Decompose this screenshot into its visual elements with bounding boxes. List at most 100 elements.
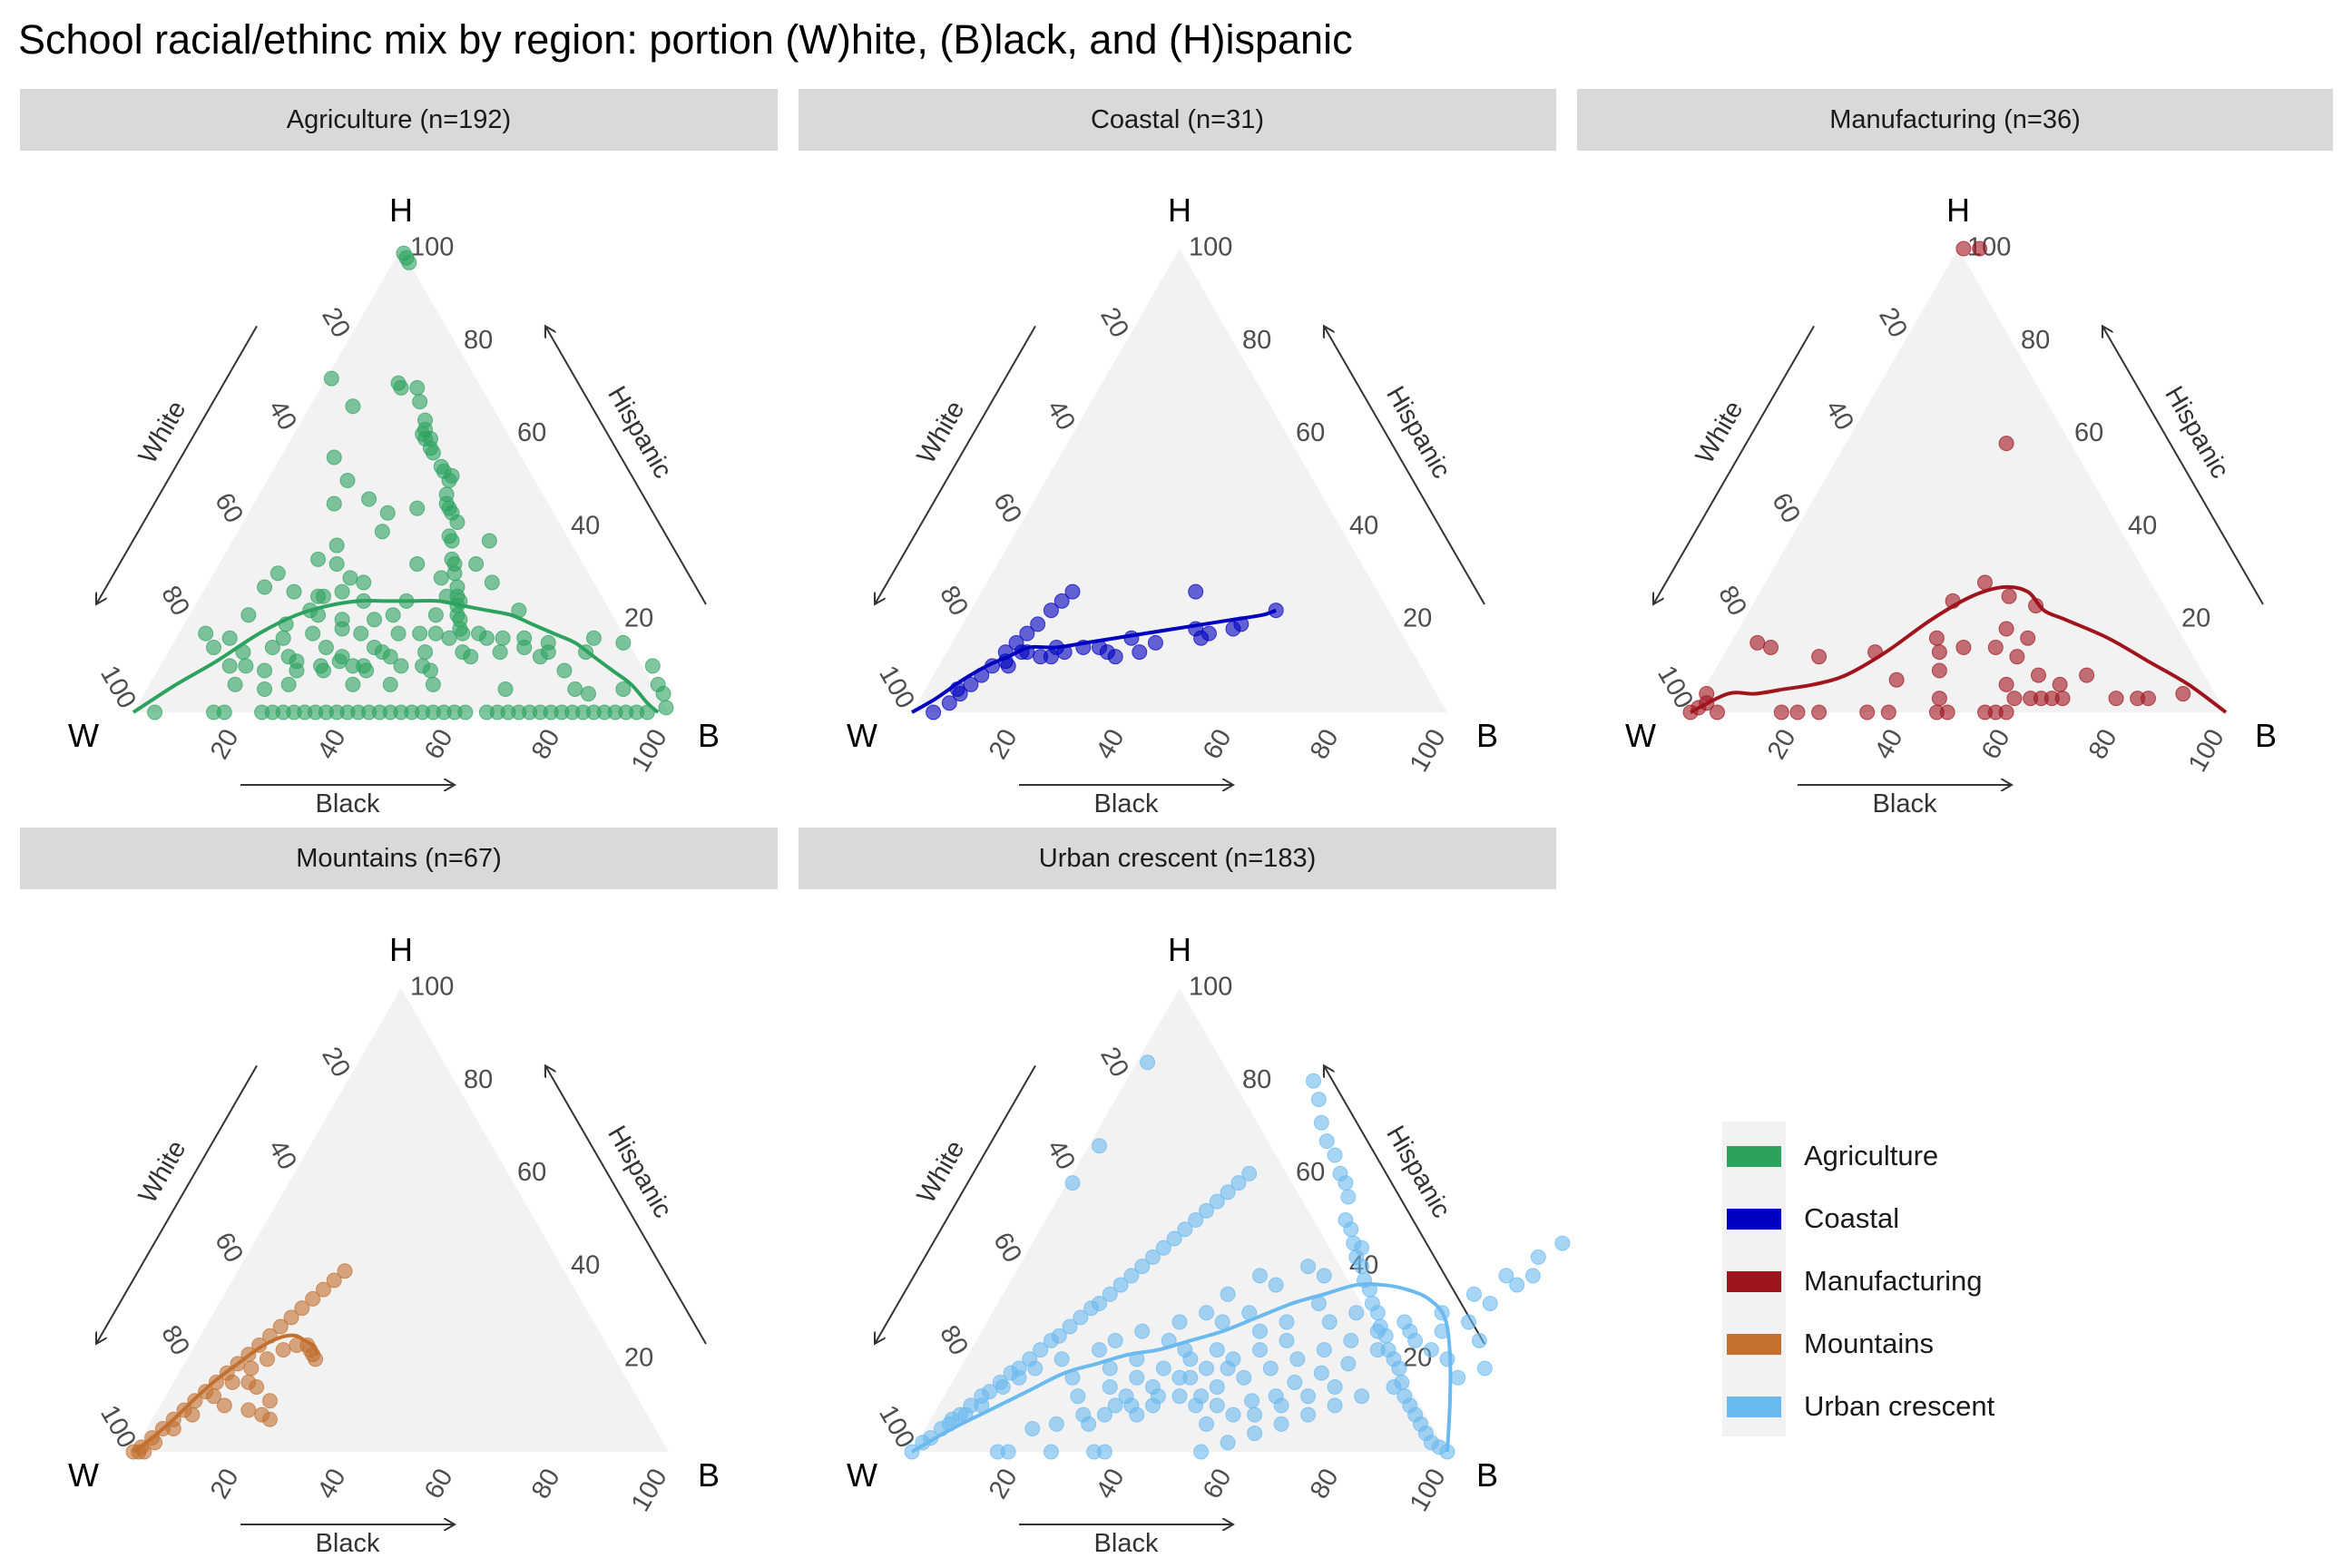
data-point (1033, 1342, 1049, 1358)
data-point (374, 644, 390, 661)
data-point (1530, 1249, 1546, 1265)
tick-label-black-20: 20 (205, 724, 245, 764)
data-point (254, 1406, 270, 1423)
data-point (1343, 1221, 1359, 1238)
data-point (361, 491, 377, 507)
tick-label-hispanic-100: 100 (1967, 233, 2011, 262)
data-point (2009, 649, 2025, 665)
data-point (1364, 1295, 1380, 1311)
tick-label-black-100: 100 (2183, 724, 2230, 777)
data-point (540, 634, 556, 651)
tick-label-hispanic-60: 60 (1296, 418, 1325, 447)
data-point (286, 583, 302, 600)
data-point (1008, 634, 1024, 651)
data-point (1524, 1268, 1541, 1284)
data-point (1300, 1406, 1317, 1423)
data-point (2031, 667, 2046, 683)
tick-label-hispanic-60: 60 (517, 1158, 546, 1187)
legend-label: Agriculture (1804, 1140, 1939, 1171)
data-point (1268, 603, 1284, 619)
corner-label-white: W (847, 717, 877, 754)
data-point (382, 649, 398, 665)
data-point (1086, 1444, 1102, 1460)
data-point (345, 658, 361, 674)
data-point (581, 686, 596, 702)
data-point (1273, 1397, 1289, 1414)
data-point (1682, 704, 1699, 720)
data-point (1310, 1295, 1327, 1311)
data-point (401, 254, 417, 270)
data-point (1107, 1397, 1123, 1414)
tick-label-black-80: 80 (1305, 1464, 1345, 1504)
data-point (532, 704, 548, 720)
ternary-area (912, 249, 1447, 712)
data-point (446, 704, 463, 720)
tick-label-hispanic-100: 100 (410, 233, 454, 262)
data-point (982, 1384, 998, 1400)
data-point (1209, 1342, 1225, 1358)
tick-label-hispanic-60: 60 (517, 418, 546, 447)
axis-arrow-hispanic (1324, 326, 1485, 605)
tick-label-black-40: 40 (1091, 724, 1131, 764)
data-point (221, 658, 238, 674)
data-point (1939, 704, 1955, 720)
data-point (446, 565, 463, 582)
data-point (422, 440, 438, 456)
data-point (1431, 1439, 1447, 1455)
points-urban-crescent (904, 1054, 1571, 1460)
data-point (1377, 1328, 1394, 1344)
data-point (1099, 644, 1115, 661)
data-point (1749, 634, 1766, 651)
data-point (585, 630, 602, 646)
axis-arrow-hispanic (545, 1065, 707, 1345)
axis-title-black: Black (1094, 789, 1159, 818)
data-point (1471, 1332, 1487, 1348)
data-point (1306, 1073, 1321, 1089)
data-point (261, 1393, 278, 1409)
data-point (1096, 1444, 1112, 1460)
data-point (1998, 704, 2014, 720)
data-point (1209, 1378, 1225, 1395)
data-point (904, 1444, 920, 1460)
data-point (578, 644, 594, 661)
data-point (438, 495, 455, 512)
data-point (1011, 1369, 1027, 1386)
data-point (1554, 1235, 1571, 1251)
data-point (1998, 676, 2014, 692)
data-point (1859, 704, 1876, 720)
data-point (1092, 1295, 1107, 1311)
data-point (318, 704, 334, 720)
data-point (385, 607, 401, 623)
tick-label-hispanic-40: 40 (571, 1250, 600, 1279)
panel-strip-agriculture: Agriculture (n=192) (20, 89, 778, 151)
tick-label-white-100: 100 (873, 1400, 920, 1453)
data-point (278, 616, 294, 632)
corner-label-white: W (68, 717, 99, 754)
axis-title-black: Black (1094, 1529, 1159, 1558)
data-point (1022, 1351, 1038, 1367)
data-point (481, 533, 497, 549)
data-point (230, 1356, 246, 1372)
data-point (1316, 1268, 1332, 1284)
points-manufacturing (1682, 240, 2191, 720)
data-point (471, 625, 487, 642)
data-point (516, 639, 533, 655)
data-point (243, 1360, 260, 1377)
data-point (1056, 644, 1073, 661)
tick-label-white-100: 100 (1651, 661, 1699, 713)
data-point (165, 1411, 181, 1427)
data-point (227, 676, 243, 692)
data-point (334, 612, 350, 628)
data-point (1252, 1268, 1268, 1284)
data-point (1313, 1365, 1329, 1381)
data-point (147, 1435, 163, 1451)
data-point (618, 704, 634, 720)
data-point (644, 658, 661, 674)
panel-strip-manufacturing: Manufacturing (n=36) (1577, 89, 2333, 151)
data-point (484, 574, 500, 591)
data-point (1043, 1332, 1059, 1348)
corner-label-white: W (1625, 717, 1656, 754)
data-point (1977, 704, 1993, 720)
axis-title-white: White (912, 396, 971, 468)
data-point (427, 607, 444, 623)
